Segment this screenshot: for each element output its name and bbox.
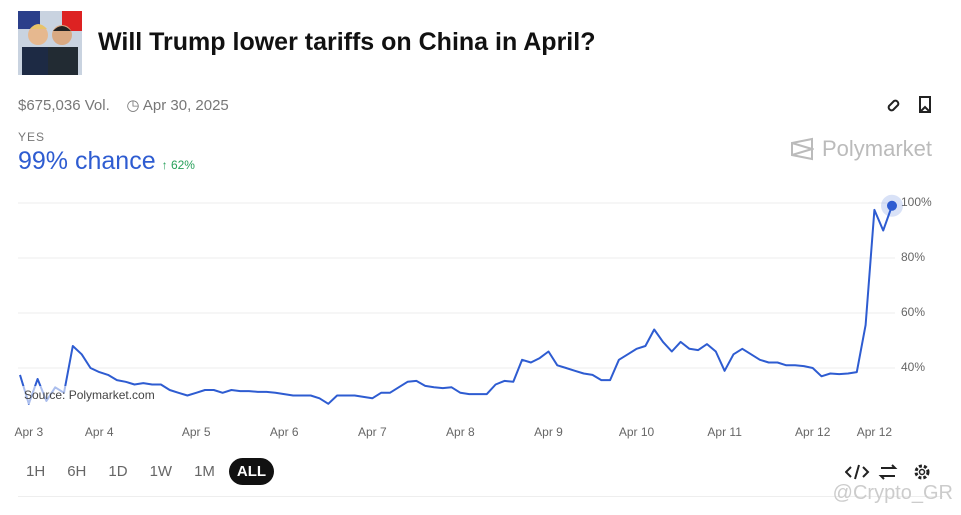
y-tick-label: 60%	[901, 305, 925, 319]
range-buttons: 1H 6H 1D 1W 1M ALL	[18, 458, 275, 485]
chart: 40% 60% 80% 100% Apr 3 Apr 4 Apr 5 Apr 6 Apr 7 Ap…	[14, 194, 932, 439]
range-button[interactable]: 1H	[26, 463, 46, 480]
outcome-label: YES	[18, 130, 46, 144]
title: Will Trump lower tariffs on China in Apr…	[98, 28, 596, 56]
y-tick-label: 40%	[901, 360, 925, 374]
range-button[interactable]: 1D	[108, 463, 128, 480]
y-tick-label: 100%	[901, 195, 932, 209]
actions[interactable]	[884, 94, 944, 116]
end-dot	[887, 200, 897, 211]
brand-logo	[791, 137, 814, 161]
change: ↑ 62%	[161, 158, 195, 172]
range-button[interactable]: ALL	[228, 458, 275, 485]
brand-name: Polymarket	[822, 136, 933, 161]
x-tick-label: Apr 4	[85, 425, 114, 439]
volume: $675,036 Vol.	[18, 97, 110, 114]
x-tick-label: Apr 7	[358, 425, 387, 439]
chart-tools[interactable]	[845, 460, 935, 484]
change-value: 62%	[170, 158, 195, 172]
range-button[interactable]: 1W	[149, 463, 173, 480]
range-button[interactable]: 1M	[194, 463, 215, 480]
divider	[18, 496, 943, 497]
x-tick-label: Apr 12	[857, 425, 893, 439]
market-image	[18, 11, 82, 75]
source: Source: Polymarket.com	[20, 386, 159, 404]
x-tick-label: Apr 10	[619, 425, 655, 439]
x-tick-label: Apr 6	[270, 425, 299, 439]
end-date: Apr 30, 2025	[142, 97, 229, 114]
brand: Polymarket	[790, 136, 932, 162]
x-tick-label: Apr 9	[534, 425, 563, 439]
x-tick-label: Apr 12	[795, 425, 831, 439]
chance: 99% chance ↑ 62%	[18, 147, 195, 176]
range-button[interactable]: 6H	[67, 463, 87, 480]
x-tick-label: Apr 5	[182, 425, 211, 439]
x-tick-label: Apr 3	[14, 425, 43, 439]
x-tick-label: Apr 11	[707, 425, 742, 439]
line	[19, 205, 893, 405]
chance-value: 99% chance	[18, 147, 156, 175]
meta: $675,036 Vol. ◷ Apr 30, 2025	[18, 97, 229, 114]
watermark: @Crypto_GR	[832, 482, 953, 504]
y-tick-label: 80%	[901, 250, 925, 264]
x-tick-label: Apr 8	[446, 425, 475, 439]
